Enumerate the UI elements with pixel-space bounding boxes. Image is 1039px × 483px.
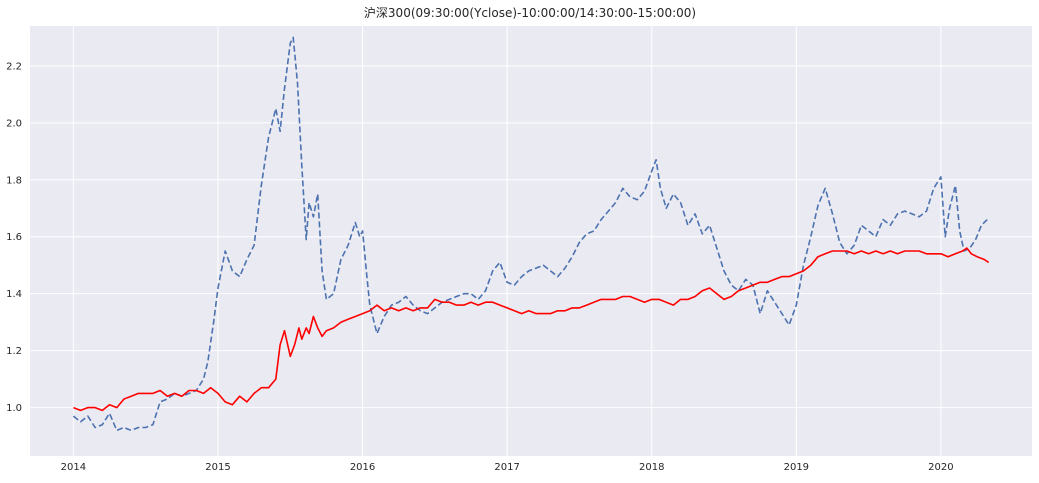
y-tick-label: 1.0 bbox=[6, 403, 22, 414]
x-tick-label: 2020 bbox=[928, 462, 953, 473]
x-tick-label: 2014 bbox=[61, 462, 86, 473]
y-tick-label: 1.2 bbox=[6, 346, 22, 357]
series-line-solid-red bbox=[73, 247, 990, 412]
y-tick-label: 2.0 bbox=[6, 118, 22, 129]
x-tick-label: 2018 bbox=[639, 462, 664, 473]
y-tick-label: 1.4 bbox=[6, 289, 22, 300]
grid-lines bbox=[30, 26, 1032, 456]
y-axis: 1.0 1.2 1.4 1.6 1.8 2.0 2.2 bbox=[6, 61, 22, 414]
y-tick-label: 1.6 bbox=[6, 232, 22, 243]
chart-title: 沪深300(09:30:00(Yclose)-10:00:00/14:30:00… bbox=[364, 6, 696, 20]
x-tick-label: 2017 bbox=[494, 462, 519, 473]
series-group bbox=[72, 36, 990, 432]
x-tick-label: 2015 bbox=[205, 462, 230, 473]
x-tick-label: 2019 bbox=[784, 462, 809, 473]
x-tick-label: 2016 bbox=[350, 462, 375, 473]
plot-area bbox=[30, 26, 1032, 456]
x-axis: 2014 2015 2016 2017 2018 2019 2020 bbox=[61, 462, 954, 473]
y-tick-label: 2.2 bbox=[6, 61, 22, 72]
y-tick-label: 1.8 bbox=[6, 175, 22, 186]
series-line-dashed-blue bbox=[72, 36, 988, 432]
